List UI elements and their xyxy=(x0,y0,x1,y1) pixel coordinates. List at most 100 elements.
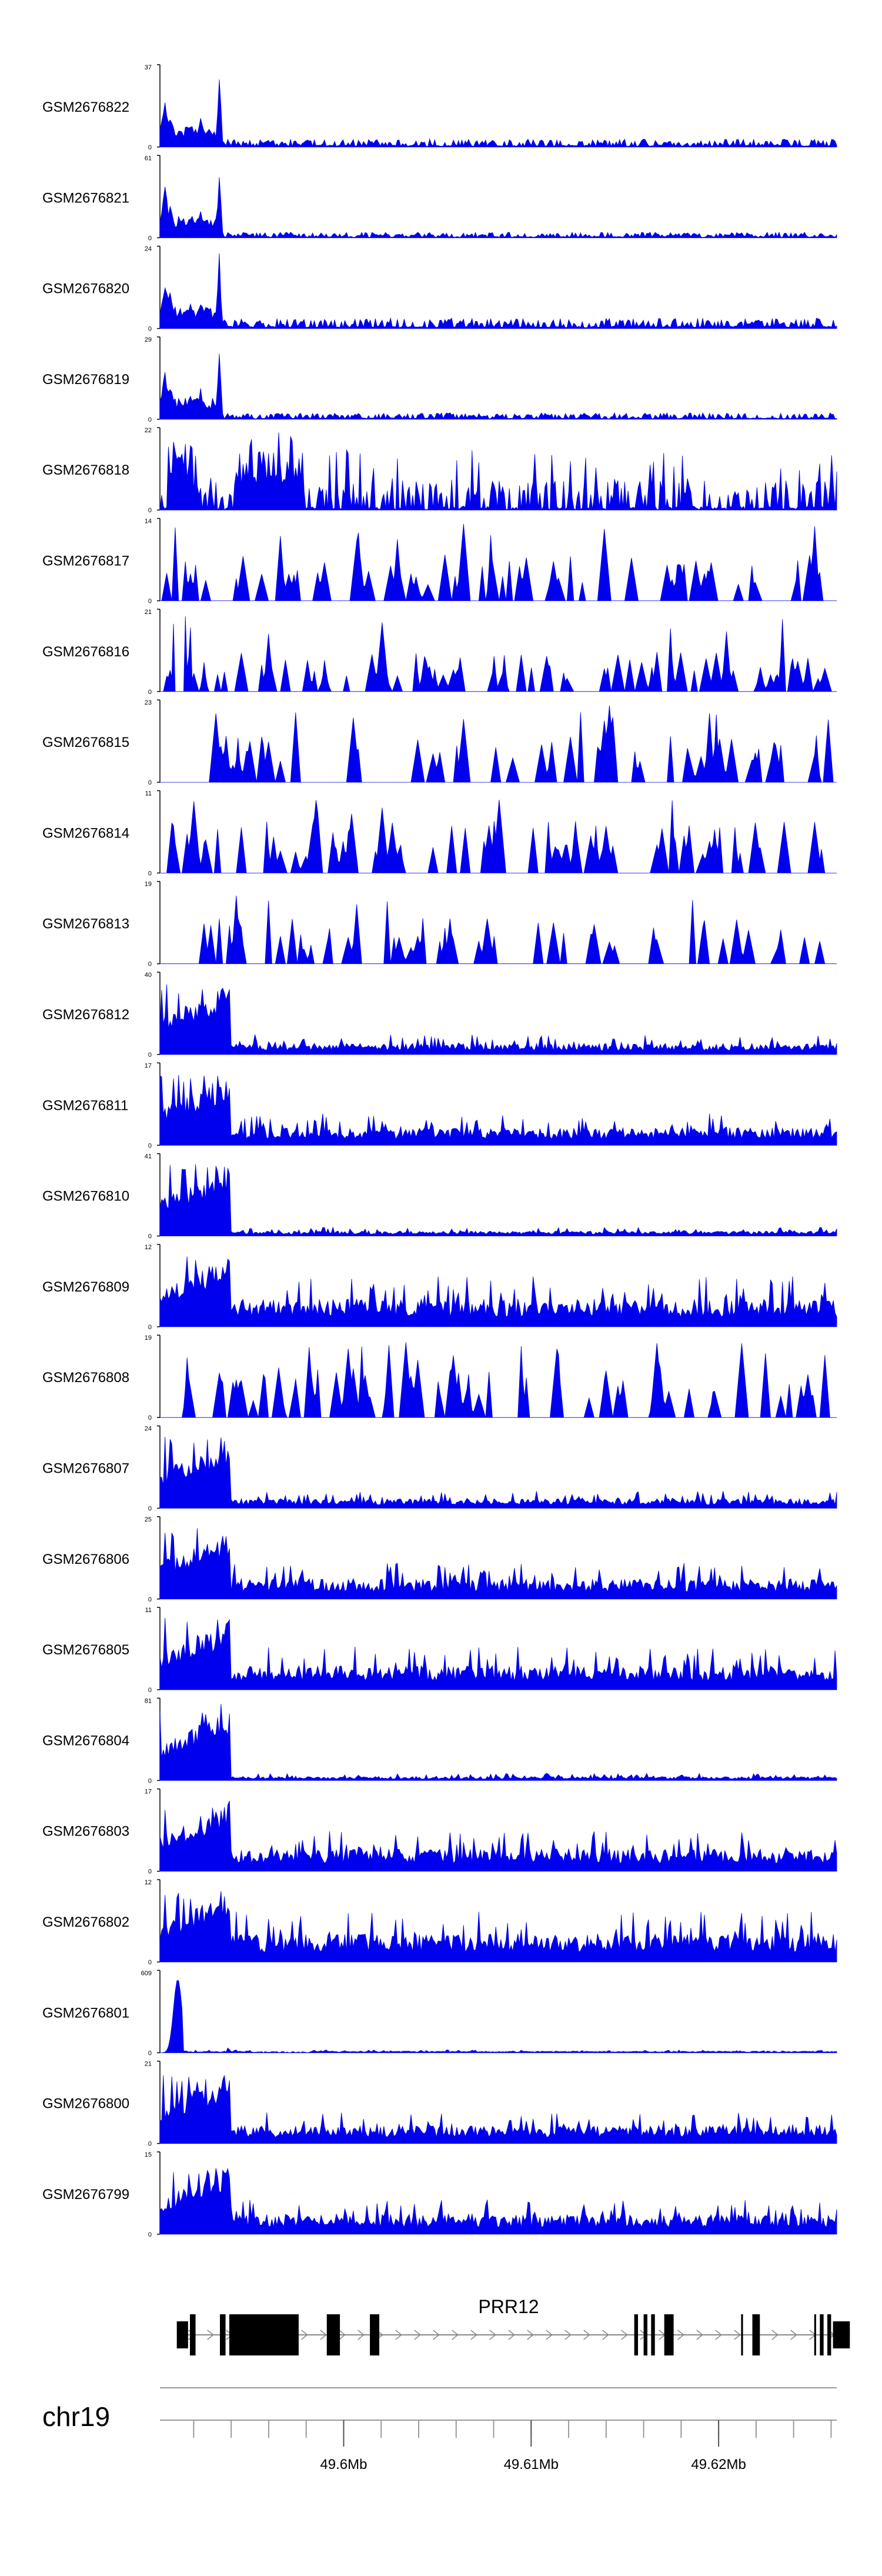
track-y-min-label: 0 xyxy=(148,1868,152,1876)
track-signal-area xyxy=(160,895,837,965)
track-y-max-label: 609 xyxy=(141,1970,152,1977)
track-signal-area xyxy=(159,984,837,1055)
track-GSM2676804: GSM2676804 81 0 xyxy=(42,1697,837,1784)
track-label: GSM2676806 xyxy=(42,1551,129,1567)
track-label: GSM2676822 xyxy=(42,99,129,115)
track-label: GSM2676801 xyxy=(42,2005,129,2021)
track-y-min-label: 0 xyxy=(148,870,152,877)
gene-exon xyxy=(827,2314,831,2355)
track-y-max-label: 24 xyxy=(145,1426,152,1433)
gene-model xyxy=(176,2314,850,2355)
track-y-min-label: 0 xyxy=(148,1687,152,1694)
track-signal-area xyxy=(159,177,837,238)
strand-arrow xyxy=(433,2330,440,2340)
track-y-max-label: 11 xyxy=(145,1607,152,1614)
strand-arrow xyxy=(546,2330,553,2340)
track-label: GSM2676812 xyxy=(42,1007,129,1023)
track-label: GSM2676808 xyxy=(42,1370,129,1386)
track-signal-area xyxy=(159,1704,837,1781)
gene-exon xyxy=(664,2314,674,2355)
gene-exon xyxy=(370,2314,380,2355)
track-signal-area xyxy=(159,1891,837,1963)
strand-arrow xyxy=(508,2330,515,2340)
strand-arrow xyxy=(734,2330,741,2340)
track-y-max-label: 21 xyxy=(145,2061,152,2068)
track-GSM2676811: GSM2676811 17 0 xyxy=(42,1062,837,1149)
track-signal-area xyxy=(159,353,837,420)
track-GSM2676813: GSM2676813 19 0 xyxy=(42,881,837,968)
track-label: GSM2676816 xyxy=(42,644,129,660)
track-y-max-label: 21 xyxy=(145,609,152,616)
strand-arrow xyxy=(452,2330,459,2340)
track-GSM2676805: GSM2676805 11 0 xyxy=(42,1607,837,1694)
track-y-max-label: 41 xyxy=(145,1153,152,1160)
track-y-max-label: 81 xyxy=(145,1697,152,1704)
track-y-min-label: 0 xyxy=(148,1596,152,1603)
track-y-min-label: 0 xyxy=(148,689,152,696)
track-label: GSM2676817 xyxy=(42,553,129,569)
gene-name-label: PRR12 xyxy=(478,2296,539,2317)
track-GSM2676817: GSM2676817 14 0 xyxy=(42,518,837,605)
track-label: GSM2676820 xyxy=(42,281,129,297)
strand-arrow xyxy=(771,2330,779,2340)
genome-axis: 49.6Mb 49.61Mb 49.62Mb xyxy=(160,2387,837,2472)
gene-exon xyxy=(820,2314,824,2355)
track-signal-area xyxy=(159,1618,837,1690)
strand-arrow xyxy=(790,2330,797,2340)
track-label: GSM2676802 xyxy=(42,1914,129,1930)
track-y-min-label: 0 xyxy=(148,779,152,786)
track-y-max-label: 19 xyxy=(145,1334,152,1342)
track-label: GSM2676805 xyxy=(42,1642,129,1658)
track-y-min-label: 0 xyxy=(148,144,152,151)
track-GSM2676819: GSM2676819 29 0 xyxy=(42,336,837,423)
track-y-min-label: 0 xyxy=(148,1506,152,1513)
track-signal-area xyxy=(159,2167,837,2235)
gene-exon xyxy=(643,2314,647,2355)
track-label: GSM2676799 xyxy=(42,2187,129,2203)
track-signal-area xyxy=(159,1800,837,1872)
track-y-max-label: 25 xyxy=(145,1516,152,1523)
track-label: GSM2676813 xyxy=(42,916,129,932)
gene-exon xyxy=(651,2314,655,2355)
track-GSM2676818: GSM2676818 22 0 xyxy=(42,427,837,514)
track-signal-area xyxy=(159,1164,837,1236)
track-signal-area xyxy=(160,523,837,601)
strand-arrow xyxy=(527,2330,534,2340)
strand-arrow xyxy=(715,2330,722,2340)
track-y-max-label: 23 xyxy=(145,699,152,706)
track-y-max-label: 17 xyxy=(145,1062,152,1069)
strand-arrow xyxy=(414,2330,421,2340)
track-signal-area xyxy=(159,253,837,329)
track-y-max-label: 24 xyxy=(145,246,152,253)
axis-tick-label: 49.62Mb xyxy=(691,2457,746,2472)
gene-exon xyxy=(814,2314,816,2355)
track-y-min-label: 0 xyxy=(148,1777,152,1784)
track-y-min-label: 0 xyxy=(148,507,152,514)
track-y-min-label: 0 xyxy=(148,1959,152,1966)
strand-arrow xyxy=(696,2330,703,2340)
track-y-min-label: 0 xyxy=(148,1233,152,1240)
track-y-max-label: 37 xyxy=(145,64,152,71)
track-y-max-label: 15 xyxy=(145,2151,152,2158)
track-GSM2676815: GSM2676815 23 0 xyxy=(42,699,837,786)
track-GSM2676800: GSM2676800 21 0 xyxy=(42,2061,837,2148)
gene-exon xyxy=(176,2321,188,2348)
track-y-min-label: 0 xyxy=(148,1142,152,1149)
gene-annotation-track: PRR12 xyxy=(176,2296,850,2355)
strand-arrow xyxy=(489,2330,496,2340)
track-signal-area xyxy=(159,432,837,511)
strand-arrow xyxy=(470,2330,477,2340)
track-y-max-label: 11 xyxy=(145,790,152,797)
gene-exon xyxy=(634,2314,639,2355)
track-y-min-label: 0 xyxy=(148,961,152,968)
track-signal-area xyxy=(159,79,837,148)
track-label: GSM2676819 xyxy=(42,372,129,388)
track-label: GSM2676818 xyxy=(42,462,129,478)
track-GSM2676810: GSM2676810 41 0 xyxy=(42,1153,837,1240)
strand-arrow xyxy=(395,2330,402,2340)
track-signal-area xyxy=(159,1437,837,1509)
track-y-min-label: 0 xyxy=(148,326,152,333)
track-y-max-label: 12 xyxy=(145,1244,152,1251)
track-y-min-label: 0 xyxy=(148,1052,152,1059)
axis-tick-label: 49.61Mb xyxy=(504,2457,559,2472)
